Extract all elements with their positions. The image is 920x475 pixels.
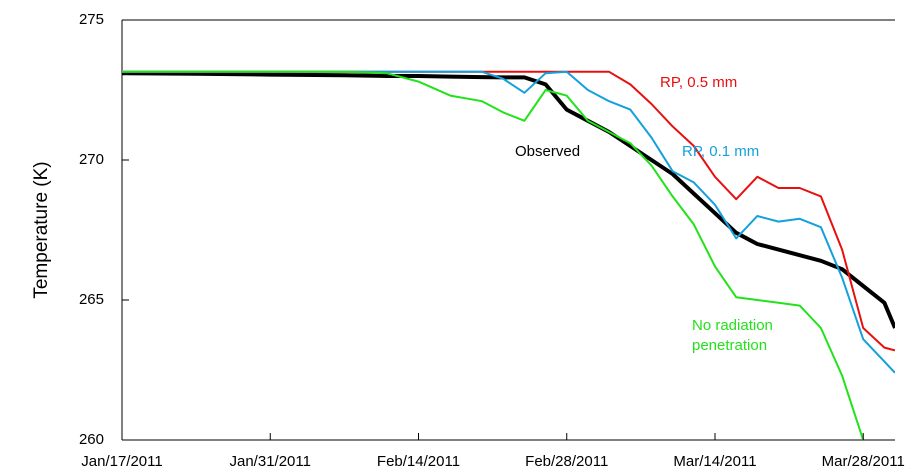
y-tick-label: 260 (79, 431, 104, 448)
series-label: Observed (515, 143, 581, 160)
y-tick-label: 275 (79, 11, 104, 28)
x-tick-label: Jan/17/2011 (81, 453, 162, 470)
series-label: RP, 0.1 mm (682, 143, 760, 160)
series-line (122, 71, 895, 329)
x-tick-label: Feb/28/2011 (525, 453, 608, 470)
x-tick-label: Mar/14/2011 (673, 453, 756, 470)
y-tick-label: 265 (79, 291, 104, 308)
series-label: RP, 0.5 mm (660, 74, 738, 91)
y-axis-label: Temperature (K) (31, 161, 52, 298)
x-tick-label: Feb/14/2011 (377, 453, 460, 470)
y-tick-label: 270 (79, 151, 104, 168)
plot-lines (122, 70, 895, 440)
series-line (122, 70, 895, 374)
series-label: No radiation penetration (692, 317, 773, 354)
series-line (122, 70, 865, 440)
x-tick-label: Mar/28/2011 (822, 453, 905, 470)
x-tick-label: Jan/31/2011 (230, 453, 311, 470)
